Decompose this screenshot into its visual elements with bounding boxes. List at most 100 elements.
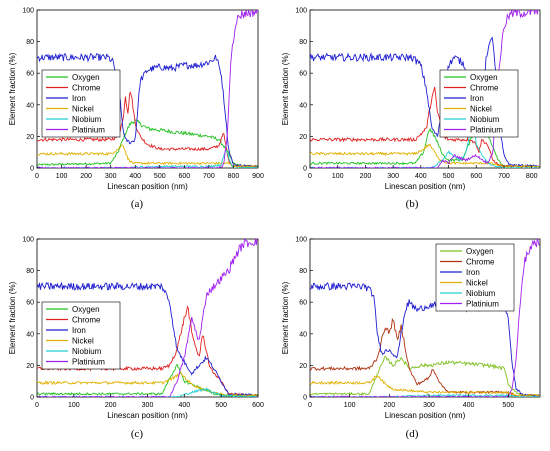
x-tick-label: 500 (443, 173, 455, 180)
y-axis-label: Element fraction (%) (281, 281, 290, 354)
x-tick-label: 0 (308, 173, 312, 180)
x-tick-label: 0 (35, 402, 39, 409)
y-tick-label: 80 (299, 39, 307, 46)
legend-label-iron: Iron (466, 268, 480, 277)
x-tick-label: 800 (526, 173, 538, 180)
legend-label-nickel: Nickel (466, 279, 488, 288)
x-axis-label: Linescan position (nm) (385, 182, 466, 191)
legend-label-niobium: Niobium (72, 115, 102, 124)
x-tick-label: 500 (502, 402, 514, 409)
y-tick-label: 20 (299, 363, 307, 370)
x-tick-label: 400 (178, 402, 190, 409)
series-line-nickel (310, 375, 540, 397)
x-tick-label: 200 (360, 173, 372, 180)
series-line-nickel (310, 143, 540, 168)
y-tick-label: 100 (22, 237, 34, 244)
x-tick-label: 500 (215, 402, 227, 409)
x-tick-label: 100 (68, 402, 80, 409)
legend-label-chrome: Chrome (466, 258, 495, 267)
series-line-oxygen (37, 119, 258, 168)
series-line-nickel (37, 144, 258, 168)
legend-label-iron: Iron (72, 326, 86, 335)
x-tick-label: 400 (129, 173, 141, 180)
x-axis-label: Linescan position (nm) (107, 182, 188, 191)
y-axis-label: Element fraction (%) (8, 52, 17, 125)
y-tick-label: 20 (26, 363, 34, 370)
y-axis-label: Element fraction (%) (281, 52, 290, 125)
y-tick-label: 40 (299, 331, 307, 338)
y-tick-label: 60 (26, 71, 34, 78)
legend-label-platinium: Platinium (470, 126, 503, 135)
x-tick-label: 700 (498, 173, 510, 180)
legend-label-niobium: Niobium (72, 347, 102, 356)
y-tick-label: 20 (299, 134, 307, 141)
legend-box (439, 69, 519, 138)
series-line-chrome (310, 86, 540, 168)
y-tick-label: 40 (26, 331, 34, 338)
panel-caption: (d) (406, 428, 419, 440)
y-tick-label: 80 (26, 268, 34, 275)
y-tick-label: 40 (299, 102, 307, 109)
y-tick-label: 0 (303, 395, 307, 402)
x-tick-label: 300 (105, 173, 117, 180)
x-tick-label: 600 (470, 173, 482, 180)
legend-label-niobium: Niobium (470, 115, 500, 124)
y-tick-label: 80 (299, 268, 307, 275)
series-group (310, 10, 540, 168)
legend-label-platinium: Platinium (72, 358, 105, 367)
x-tick-label: 300 (423, 402, 435, 409)
x-tick-label: 200 (383, 402, 395, 409)
legend-label-oxygen: Oxygen (470, 73, 498, 82)
legend-label-nickel: Nickel (470, 105, 492, 114)
x-tick-label: 400 (415, 173, 427, 180)
y-tick-label: 0 (30, 166, 34, 173)
x-tick-label: 200 (80, 173, 92, 180)
x-tick-label: 100 (332, 173, 344, 180)
y-tick-label: 100 (295, 237, 307, 244)
x-tick-label: 200 (105, 402, 117, 409)
series-group (37, 10, 258, 168)
panel-caption: (c) (131, 428, 144, 440)
series-line-oxygen (310, 355, 540, 397)
x-tick-label: 900 (252, 173, 264, 180)
x-tick-label: 600 (178, 173, 190, 180)
series-line-platinium (310, 239, 540, 397)
legend-label-oxygen: Oxygen (466, 247, 494, 256)
legend-label-oxygen: Oxygen (72, 73, 100, 82)
y-tick-label: 0 (30, 395, 34, 402)
legend-label-niobium: Niobium (466, 289, 496, 298)
legend-label-iron: Iron (470, 94, 484, 103)
series-line-platinium (37, 239, 258, 397)
series-line-platinium (37, 10, 258, 168)
y-tick-label: 80 (26, 39, 34, 46)
series-line-platinium (310, 10, 539, 168)
legend-label-chrome: Chrome (72, 316, 101, 325)
x-axis-label: Linescan position (nm) (107, 411, 188, 420)
y-tick-label: 20 (26, 134, 34, 141)
series-line-iron (37, 52, 258, 168)
y-tick-label: 0 (303, 166, 307, 173)
legend-label-nickel: Nickel (72, 105, 94, 114)
x-tick-label: 500 (154, 173, 166, 180)
legend-label-nickel: Nickel (72, 337, 94, 346)
legend-box (41, 301, 121, 370)
chart-panel-1: 0 100 200 300 400 500 600 700 800 900 0 20 40 60 80 100… (8, 8, 264, 211)
y-tick-label: 40 (26, 102, 34, 109)
panel-caption: (a) (131, 198, 144, 210)
x-tick-label: 100 (56, 173, 68, 180)
x-tick-label: 0 (35, 173, 39, 180)
y-axis-label: Element fraction (%) (8, 281, 17, 354)
legend-label-oxygen: Oxygen (72, 305, 100, 314)
y-tick-label: 60 (26, 300, 34, 307)
y-tick-label: 60 (299, 300, 307, 307)
legend-label-iron: Iron (72, 94, 86, 103)
legend-label-chrome: Chrome (470, 84, 499, 93)
series-line-nickel (37, 371, 258, 397)
series-line-chrome (37, 91, 258, 168)
y-tick-label: 100 (295, 8, 307, 15)
series-line-niobium (310, 393, 540, 397)
x-tick-label: 600 (252, 402, 264, 409)
